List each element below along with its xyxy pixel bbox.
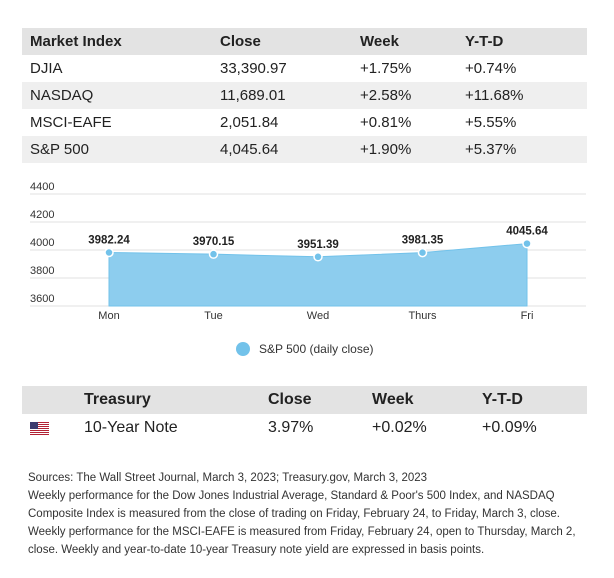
treasury-table-header: Treasury Close Week Y-T-D [22, 386, 587, 414]
data-point [208, 249, 219, 259]
treasury-ytd: +0.09% [482, 419, 537, 436]
x-tick-label: Tue [204, 310, 223, 322]
y-tick-label: 4000 [30, 237, 54, 249]
header-close: Close [220, 33, 261, 50]
sp500-area-chart: 3600 3800 4000 4200 4400 3982.24 3970.15 3951.… [30, 181, 586, 322]
y-axis: 3600 3800 4000 4200 4400 [30, 181, 54, 305]
index-ytd: +5.37% [465, 141, 517, 158]
index-close: 2,051.84 [220, 114, 279, 131]
data-labels: 3982.24 3970.15 3951.39 3981.35 4045.64 [88, 226, 548, 251]
data-label: 3982.24 [88, 234, 130, 246]
x-axis: Mon Tue Wed Thurs Fri [98, 310, 533, 322]
table-row: MSCI-EAFE 2,051.84 +0.81% +5.55% [22, 109, 587, 136]
header-treasury: Treasury [84, 391, 151, 408]
y-tick-label: 4400 [30, 181, 54, 193]
legend-label: S&P 500 (daily close) [259, 342, 374, 356]
y-tick-label: 3600 [30, 293, 54, 305]
x-tick-label: Fri [521, 310, 534, 322]
table-row: NASDAQ 11,689.01 +2.58% +11.68% [22, 82, 587, 109]
header-market-index: Market Index [30, 33, 122, 50]
data-label: 3951.39 [297, 239, 339, 251]
header-ytd: Y-T-D [465, 33, 504, 50]
table-row: DJIA 33,390.97 +1.75% +0.74% [22, 55, 587, 82]
data-points [104, 238, 532, 262]
data-label: 3981.35 [402, 235, 444, 247]
treasury-table: Treasury Close Week Y-T-D 10-Year Note 3… [22, 386, 587, 442]
us-flag-icon [22, 414, 76, 442]
header-close: Close [268, 391, 312, 408]
sp500-area [108, 243, 528, 307]
x-tick-label: Thurs [408, 310, 437, 322]
chart-legend: S&P 500 (daily close) [236, 342, 374, 356]
data-label: 4045.64 [506, 226, 548, 238]
data-point [104, 247, 114, 258]
data-point [522, 238, 532, 249]
x-tick-label: Wed [307, 310, 329, 322]
legend-swatch [236, 342, 250, 356]
index-close: 11,689.01 [220, 87, 286, 104]
index-ytd: +0.74% [465, 60, 517, 77]
data-label: 3970.15 [193, 236, 235, 248]
index-ytd: +11.68% [465, 87, 524, 104]
market-index-table: Market Index Close Week Y-T-D DJIA 33,39… [22, 28, 587, 163]
y-tick-label: 4200 [30, 209, 54, 221]
index-name: DJIA [30, 60, 63, 77]
index-week: +0.81% [360, 114, 412, 131]
header-flag [22, 386, 76, 414]
header-ytd: Y-T-D [482, 391, 523, 408]
y-tick-label: 3800 [30, 265, 54, 277]
x-tick-label: Mon [98, 310, 119, 322]
index-close: 4,045.64 [220, 141, 279, 158]
market-table-header: Market Index Close Week Y-T-D [22, 28, 587, 55]
header-week: Week [372, 391, 414, 408]
index-name: NASDAQ [30, 87, 94, 104]
table-row: S&P 500 4,045.64 +1.90% +5.37% [22, 136, 587, 163]
index-name: MSCI-EAFE [30, 114, 112, 131]
footnotes: Sources: The Wall Street Journal, March … [28, 469, 598, 559]
index-close: 33,390.97 [220, 60, 287, 77]
methodology-note: Weekly performance for the Dow Jones Ind… [28, 490, 576, 556]
data-point [313, 252, 323, 262]
index-ytd: +5.55% [465, 114, 517, 131]
header-week: Week [360, 33, 399, 50]
treasury-week: +0.02% [372, 419, 427, 436]
sources-note: Sources: The Wall Street Journal, March … [28, 472, 428, 484]
index-week: +1.90% [360, 141, 412, 158]
treasury-close: 3.97% [268, 419, 314, 436]
treasury-name: 10-Year Note [84, 419, 178, 436]
data-point [417, 247, 428, 258]
index-name: S&P 500 [30, 141, 89, 158]
table-row: 10-Year Note 3.97% +0.02% +0.09% [22, 414, 587, 442]
index-week: +1.75% [360, 60, 412, 77]
index-week: +2.58% [360, 87, 412, 104]
